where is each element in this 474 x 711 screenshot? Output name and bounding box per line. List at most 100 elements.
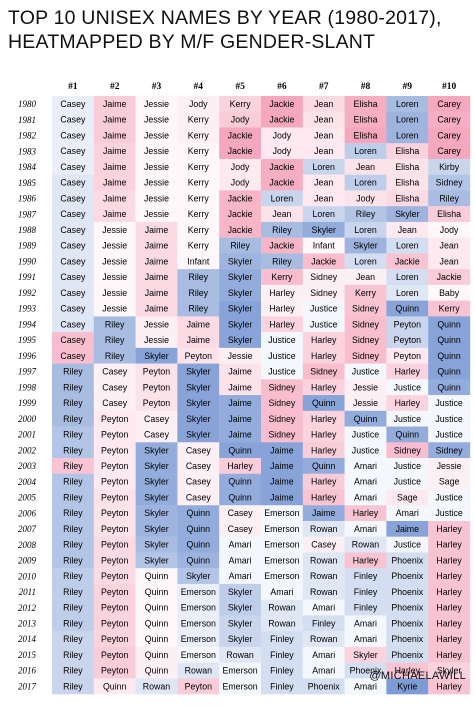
heatmap-cell — [93, 379, 136, 396]
heatmap-cell — [135, 536, 178, 553]
heatmap-cell — [344, 458, 387, 474]
heatmap-cell — [135, 96, 178, 112]
heatmap-cell — [135, 143, 178, 160]
cell-name: Quinn — [145, 618, 169, 628]
cell-name: Phoenix — [391, 587, 423, 597]
heatmap-cell — [428, 662, 471, 679]
cell-name: Jaime — [228, 367, 252, 377]
cell-name: Jessie — [102, 225, 127, 235]
year-label: 2001 — [18, 430, 36, 440]
cell-name: Loren — [271, 193, 294, 203]
cell-name: Riley — [230, 241, 250, 251]
cell-name: Jean — [398, 225, 417, 235]
cell-name: Finley — [312, 618, 336, 628]
cell-name: Jean — [356, 272, 375, 282]
cell-name: Peyton — [101, 634, 128, 644]
heatmap-cell — [302, 646, 345, 663]
heatmap-cell — [177, 143, 220, 160]
cell-name: Jessie — [144, 335, 169, 345]
cell-name: Justice — [394, 461, 421, 471]
cell-name: Finley — [354, 587, 378, 597]
heatmap-cell — [52, 379, 94, 396]
heatmap-cell — [177, 458, 220, 474]
column-header: #7 — [319, 82, 329, 92]
cell-name: Riley — [63, 445, 83, 455]
heatmap-cell — [219, 143, 262, 160]
cell-name: Skyler — [144, 508, 169, 518]
cell-name: Jackie — [311, 256, 336, 266]
heatmap-cell — [386, 583, 429, 600]
cell-name: Harley — [311, 351, 337, 361]
cell-name: Loren — [396, 99, 419, 109]
chart-title-line-2: HEATMAPPED BY M/F GENDER-SLANT — [8, 31, 376, 53]
heatmap-cell — [52, 489, 94, 506]
cell-name: Rowan — [310, 524, 337, 534]
year-label: 2002 — [18, 445, 37, 455]
heatmap-cell — [428, 316, 471, 333]
cell-name: Quinn — [145, 666, 169, 676]
heatmap-cell — [219, 379, 262, 396]
cell-name: Harley — [436, 634, 462, 644]
cell-name: Skyler — [144, 492, 169, 502]
heatmap-cell — [344, 410, 387, 427]
heatmap-cell — [261, 520, 303, 537]
heatmap-cell — [219, 300, 262, 317]
cell-name: Jessie — [353, 398, 378, 408]
heatmap-cell — [219, 395, 262, 411]
heatmap-cell — [344, 426, 387, 443]
cell-name: Justice — [352, 367, 379, 377]
heatmap-cell — [52, 206, 94, 223]
heatmap-cell — [344, 536, 387, 553]
heatmap-cell — [219, 206, 262, 223]
column-header: #9 — [403, 82, 413, 92]
heatmap-cell — [93, 489, 136, 506]
cell-name: Rowan — [268, 603, 295, 613]
heatmap-cell — [135, 442, 178, 459]
cell-name: Sidney — [268, 414, 295, 424]
heatmap-cell — [428, 678, 471, 695]
credit-text: @MICHAELAWILL — [369, 670, 466, 682]
cell-name: Jessie — [353, 382, 378, 392]
heatmap-cell — [219, 505, 262, 522]
heatmap-cell — [261, 489, 303, 506]
cell-name: Rowan — [310, 555, 337, 565]
cell-name: Casey — [60, 178, 86, 188]
column-header: #2 — [110, 82, 120, 92]
heatmap-cell — [261, 221, 303, 238]
cell-name: Peyton — [101, 571, 128, 581]
cell-name: Phoenix — [391, 650, 423, 660]
cell-name: Skyler — [228, 304, 253, 314]
cell-name: Jaime — [145, 304, 169, 314]
heatmap-cell — [52, 237, 94, 254]
cell-name: Jaime — [145, 225, 169, 235]
cell-name: Loren — [396, 288, 419, 298]
heatmap-cell — [302, 143, 345, 160]
cell-name: Sidney — [436, 178, 463, 188]
heatmap-cell — [93, 158, 136, 175]
heatmap-cell — [177, 332, 220, 349]
heatmap-cell — [302, 237, 345, 254]
heatmap-cell — [428, 174, 471, 191]
cell-name: Jaime — [270, 445, 294, 455]
cell-name: Quinn — [437, 367, 461, 377]
cell-name: Loren — [396, 241, 419, 251]
heatmap-cell — [93, 552, 136, 569]
cell-name: Jaime — [103, 115, 127, 125]
heatmap-cell — [344, 347, 387, 364]
heatmap-cell — [219, 158, 262, 175]
cell-name: Jackie — [228, 209, 253, 219]
cell-name: Riley — [63, 666, 83, 676]
cell-name: Emerson — [181, 618, 216, 628]
cell-name: Elisha — [437, 209, 461, 219]
cell-name: Skyler — [228, 256, 253, 266]
heatmap-cell — [52, 615, 94, 632]
cell-name: Jaime — [103, 178, 127, 188]
cell-name: Skyler — [186, 398, 211, 408]
cell-name: Elisha — [354, 99, 378, 109]
cell-name: Jessie — [144, 162, 169, 172]
heatmap-cell — [261, 284, 303, 301]
heatmap-cell — [93, 631, 136, 648]
cell-name: Peyton — [101, 508, 128, 518]
heatmap-cell — [219, 96, 262, 112]
heatmap-cell — [177, 520, 220, 537]
